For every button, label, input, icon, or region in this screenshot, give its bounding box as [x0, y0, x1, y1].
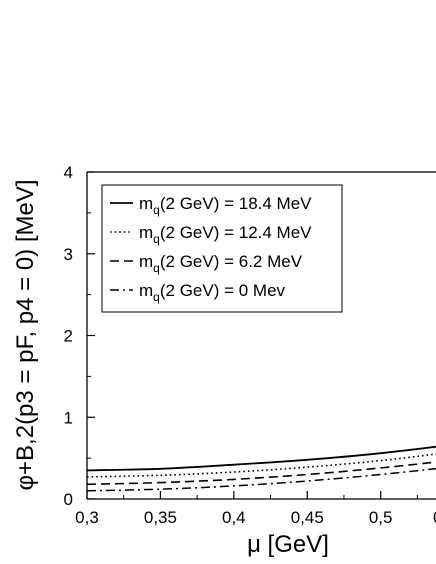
- series-line-3: [87, 461, 436, 486]
- legend-label-2: mq(2 GeV) = 12.4 MeV: [139, 223, 312, 246]
- legend-label-3: mq(2 GeV) = 6.2 MeV: [139, 252, 303, 275]
- series-line-2: [87, 453, 436, 478]
- y-tick-label: 4: [64, 163, 73, 182]
- axis-ticks: [86, 171, 418, 500]
- series-lines: [87, 445, 436, 492]
- x-tick-label: 0,5: [369, 508, 393, 527]
- y-tick-label: 2: [64, 327, 73, 346]
- y-tick-label: 3: [64, 245, 73, 264]
- x-tick-label: 0: [433, 508, 436, 527]
- x-tick-label: 0,4: [222, 508, 246, 527]
- x-tick-label: 0,35: [144, 508, 177, 527]
- legend: mq(2 GeV) = 18.4 MeV mq(2 GeV) = 12.4 MeV…: [110, 194, 312, 304]
- series-line-4: [87, 467, 436, 492]
- x-axis-title: μ [GeV]: [247, 531, 329, 558]
- y-tick-label: 0: [64, 490, 73, 509]
- x-tick-label: 0,3: [75, 508, 99, 527]
- legend-label-4: mq(2 GeV) = 0 Mev: [139, 281, 286, 304]
- legend-label-1: mq(2 GeV) = 18.4 MeV: [139, 194, 312, 217]
- y-tick-label: 1: [64, 408, 73, 427]
- x-tick-label: 0,45: [291, 508, 324, 527]
- legend-box: [101, 184, 343, 313]
- tick-labels: 0 1 2 3 4 0,3 0,35 0,4 0,45 0,5 0: [64, 163, 436, 527]
- series-line-1: [87, 445, 436, 472]
- y-axis-title: φ+B,2(p3 = pF, p4 = 0) [MeV]: [12, 179, 39, 490]
